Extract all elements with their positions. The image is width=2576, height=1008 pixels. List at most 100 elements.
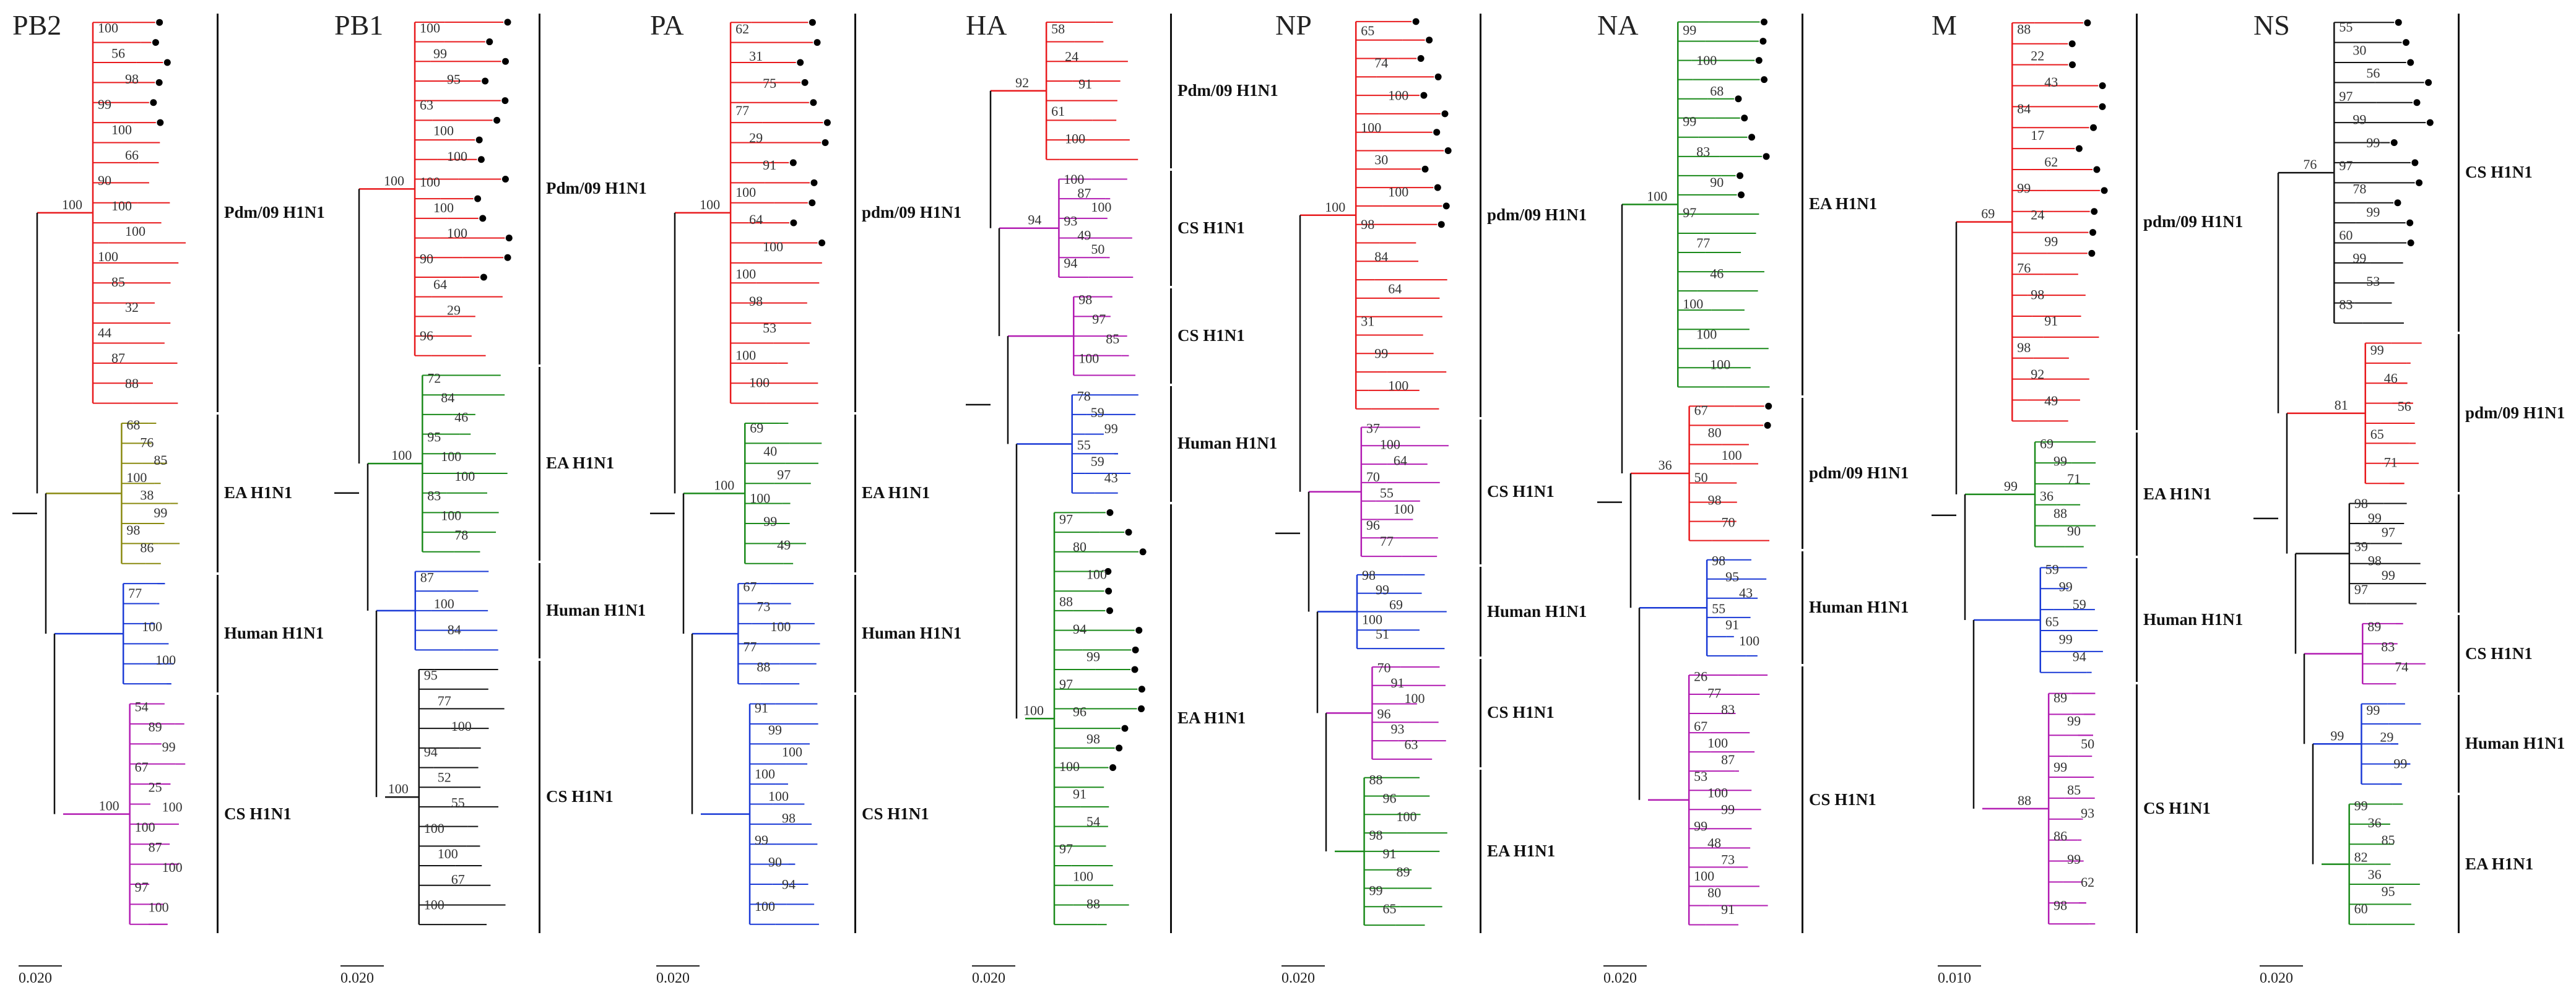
- bootstrap-value: 89: [1397, 864, 1410, 880]
- bootstrap-value: 97: [1059, 512, 1073, 527]
- bootstrap-value: 59: [2073, 597, 2086, 612]
- clade-bracket: [1480, 659, 1481, 767]
- bootstrap-value: 99: [1683, 22, 1696, 38]
- clade-label: EA H1N1: [2465, 854, 2534, 873]
- bootstrap-value: 100: [1696, 327, 1717, 342]
- clade-bracket: [1802, 551, 1803, 665]
- bootstrap-value: 100: [1683, 296, 1703, 311]
- bootstrap-value: 73: [757, 599, 770, 614]
- clade-label: EA H1N1: [1177, 709, 1246, 728]
- clade-bracket: [539, 14, 540, 364]
- bootstrap-value: 91: [1725, 617, 1739, 632]
- marked-tip-dot: [1109, 764, 1117, 772]
- bootstrap-value: 55: [2339, 19, 2353, 35]
- bootstrap-value: 69: [1981, 206, 1995, 222]
- marked-tip-dot: [504, 254, 511, 261]
- bootstrap-value: 100: [447, 225, 467, 241]
- bootstrap-value: 48: [1707, 835, 1721, 850]
- bootstrap-value: 95: [424, 668, 438, 683]
- bootstrap-value: 100: [424, 897, 445, 913]
- bootstrap-value: 84: [1374, 249, 1388, 264]
- bootstrap-value: 97: [1092, 311, 1106, 327]
- bootstrap-value: 98: [1361, 217, 1374, 232]
- marked-tip-dot: [1748, 134, 1756, 141]
- bootstrap-value: 99: [2366, 135, 2380, 150]
- marked-tip-dot: [2425, 79, 2432, 86]
- marked-tip-dot: [1738, 191, 1745, 199]
- bootstrap-value: 90: [2067, 523, 2081, 538]
- scale-bar: 0.020: [19, 965, 62, 987]
- bootstrap-value: 43: [2044, 74, 2058, 90]
- clade-bracket: [1170, 288, 1172, 384]
- marked-tip-dot: [1116, 744, 1123, 752]
- bootstrap-value: 98: [2017, 340, 2031, 355]
- bootstrap-value: 100: [420, 20, 440, 36]
- bootstrap-value: 51: [1376, 626, 1389, 642]
- clade-bracket: [2136, 14, 2138, 431]
- bootstrap-value: 100: [126, 470, 147, 485]
- clade-bracket: [539, 366, 540, 561]
- bootstrap-value: 64: [433, 277, 447, 292]
- bootstrap-value: 99: [1721, 802, 1735, 817]
- bootstrap-value: 60: [2354, 901, 2368, 916]
- bootstrap-value: 98: [1362, 567, 1376, 583]
- bootstrap-value: 91: [1721, 902, 1735, 917]
- bootstrap-value: 94: [424, 744, 438, 759]
- bootstrap-value: 95: [2382, 884, 2395, 899]
- bootstrap-value: 94: [2073, 649, 2086, 665]
- clade-label: Human H1N1: [546, 600, 646, 619]
- clade-label: pdm/09 H1N1: [1487, 205, 1587, 224]
- clade-bracket: [2136, 684, 2138, 933]
- marked-tip-dot: [2084, 19, 2091, 27]
- scale-bar: 0.020: [340, 965, 384, 987]
- bootstrap-value: 24: [1065, 48, 1078, 64]
- bootstrap-value: 64: [749, 212, 763, 227]
- clade-bracket: [539, 661, 540, 933]
- marked-tip-dot: [2093, 166, 2101, 173]
- bootstrap-value: 100: [770, 619, 791, 634]
- bootstrap-value: 67: [451, 871, 465, 887]
- bootstrap-value: 65: [2045, 614, 2059, 629]
- clade-bracket: [1802, 397, 1803, 549]
- bootstrap-value: 38: [140, 488, 154, 503]
- clade-label: CS H1N1: [1487, 703, 1555, 722]
- bootstrap-value: 98: [2053, 897, 2067, 913]
- marked-tip-dot: [2413, 99, 2421, 106]
- bootstrap-value: 77: [128, 585, 142, 601]
- bootstrap-value: 99: [1369, 882, 1383, 898]
- bootstrap-value: 59: [2045, 561, 2059, 577]
- bootstrap-value: 100: [142, 619, 162, 634]
- bootstrap-value: 98: [1086, 731, 1100, 747]
- clade-label: CS H1N1: [2143, 798, 2211, 817]
- bootstrap-value: 61: [1051, 103, 1065, 119]
- bootstrap-value: 65: [1383, 901, 1397, 916]
- bootstrap-value: 100: [162, 799, 183, 815]
- bootstrap-value: 29: [749, 130, 763, 145]
- bootstrap-value: 94: [1028, 212, 1041, 228]
- marked-tip-dot: [2068, 40, 2076, 48]
- marked-tip-dot: [1737, 172, 1744, 179]
- marked-tip-dot: [813, 39, 821, 46]
- clade-bracket: [2458, 334, 2460, 493]
- bootstrap-value: 81: [2335, 397, 2348, 413]
- bootstrap-value: 26: [1694, 668, 1707, 684]
- bootstrap-value: 100: [111, 122, 132, 137]
- marked-tip-dot: [809, 19, 816, 26]
- bootstrap-value: 95: [447, 71, 461, 87]
- clade-label: Human H1N1: [1487, 601, 1587, 621]
- marked-tip-dot: [502, 58, 510, 65]
- marked-tip-dot: [2089, 229, 2097, 236]
- bootstrap-value: 99: [2059, 579, 2073, 595]
- bootstrap-value: 98: [2354, 496, 2368, 511]
- bootstrap-value: 78: [454, 527, 468, 543]
- bootstrap-value: 54: [1086, 814, 1100, 829]
- bootstrap-value: 99: [2393, 756, 2407, 771]
- clade-label: EA H1N1: [2143, 484, 2212, 503]
- clade-bracket: [2458, 14, 2460, 332]
- tree-svg: 8822438417629924997698919892496969997136…: [1932, 19, 2108, 925]
- bootstrap-value: 56: [2366, 66, 2380, 81]
- bootstrap-value: 100: [749, 375, 770, 390]
- bootstrap-value: 62: [2081, 874, 2094, 890]
- marked-tip-dot: [1132, 646, 1139, 653]
- bootstrap-value: 99: [2067, 851, 2081, 867]
